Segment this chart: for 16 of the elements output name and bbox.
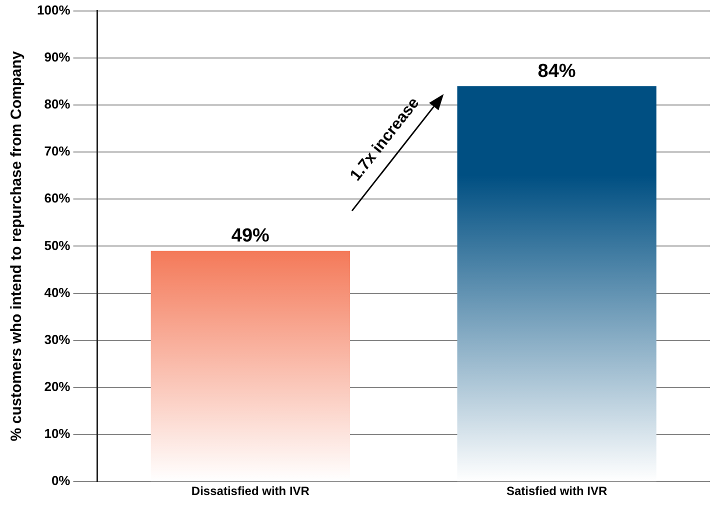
- y-tick-label: 100%: [37, 2, 71, 18]
- y-tick-label: 80%: [44, 96, 71, 112]
- y-tick-label: 50%: [44, 238, 71, 253]
- y-tick-label: 60%: [44, 190, 71, 206]
- y-tick-label: 70%: [44, 144, 71, 159]
- y-tick-label: 30%: [44, 332, 71, 347]
- y-tick-label: 40%: [44, 284, 71, 300]
- x-tick-label: Dissatisfied with IVR: [191, 484, 310, 498]
- y-tick-label: 20%: [44, 379, 71, 394]
- data-label: 49%: [231, 226, 270, 247]
- y-tick-label: 10%: [44, 426, 71, 442]
- y-tick-label: 90%: [44, 49, 71, 64]
- x-tick-label: Satisfied with IVR: [506, 484, 608, 498]
- data-label: 84%: [538, 60, 576, 82]
- y-axis-title: % customers who intend to repurchase from Company: [8, 50, 26, 442]
- y-tick-label: 0%: [51, 473, 71, 488]
